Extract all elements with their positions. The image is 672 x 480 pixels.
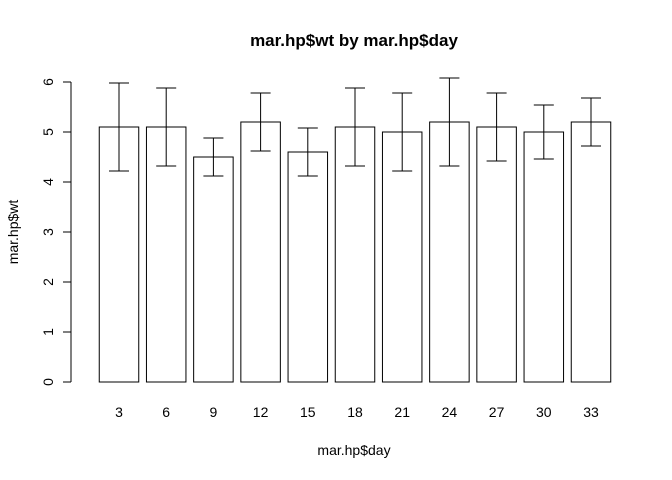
x-axis-label: mar.hp$day [317, 442, 390, 458]
x-axis-tick-labels: 3 6 9 12 15 18 21 24 27 30 33 [115, 404, 599, 420]
x-tick-label: 9 [210, 404, 218, 420]
bar-9 [193, 156, 234, 383]
error-bars-group [109, 77, 601, 177]
x-tick-label: 18 [347, 404, 363, 420]
bars-group [98, 121, 612, 383]
chart-title: mar.hp$wt by mar.hp$day [250, 31, 458, 50]
y-tick-label: 6 [40, 78, 56, 86]
x-tick-label: 12 [253, 404, 269, 420]
x-tick-label: 27 [489, 404, 505, 420]
x-tick-label: 6 [162, 404, 170, 420]
bar-15 [287, 151, 329, 383]
x-tick-label: 30 [536, 404, 552, 420]
x-tick-label: 24 [442, 404, 458, 420]
x-tick-label: 21 [394, 404, 410, 420]
y-axis-label: mar.hp$wt [5, 200, 21, 265]
y-tick-label: 4 [40, 178, 56, 186]
y-tick-label: 5 [40, 128, 56, 136]
y-tick-label: 0 [40, 378, 56, 386]
bar-33 [570, 121, 612, 383]
x-tick-label: 33 [583, 404, 599, 420]
bar-6 [145, 126, 187, 383]
y-tick-label: 1 [40, 328, 56, 336]
x-tick-label: 3 [115, 404, 123, 420]
y-tick-label: 3 [40, 228, 56, 236]
bar-27 [476, 126, 517, 383]
bar-12 [240, 121, 281, 383]
y-axis: 0 1 2 3 4 5 6 [40, 78, 71, 386]
x-tick-label: 15 [300, 404, 316, 420]
y-tick-label: 2 [40, 278, 56, 286]
bar-30 [523, 131, 565, 383]
